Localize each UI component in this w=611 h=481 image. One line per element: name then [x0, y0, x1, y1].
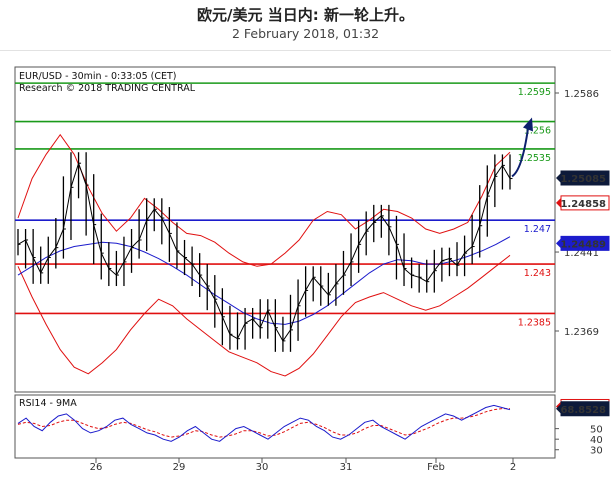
level-label-5: 1.2385: [518, 317, 551, 328]
time-tick-label-1: 29: [173, 462, 186, 473]
forecast-arrow-head: [523, 117, 533, 132]
time-tick-label-5: 2: [510, 462, 516, 473]
forecast-arrow-line: [511, 128, 529, 178]
chart-date: 2 February 2018, 01:32: [231, 26, 380, 41]
time-tick-label-3: 31: [340, 462, 353, 473]
price-bars-group: [17, 152, 513, 352]
rsi-tick-label-2: 30: [590, 446, 603, 457]
price-axis: 1.2586 1.2441 1.2369: [555, 89, 599, 338]
price-tick-label-2: 1.2369: [564, 327, 599, 338]
price-close-line: [17, 161, 511, 342]
level-label-3: 1.247: [524, 224, 551, 235]
rsi-tag-1-pointer: [556, 403, 561, 414]
level-label-1: 1.256: [524, 126, 551, 137]
price-panel: [14, 66, 556, 393]
level-label-0: 1.2595: [518, 87, 551, 98]
rsi-tick-label-1: 40: [590, 435, 603, 446]
level-label-4: 1.243: [524, 268, 551, 279]
band-line-0: [17, 133, 511, 267]
rsi-tick-label-0: 50: [590, 425, 603, 436]
price-tick-label-1: 1.2441: [564, 248, 599, 259]
price-tag-2-label: 1.24489: [560, 239, 606, 250]
price-tag-1-pointer: [556, 197, 561, 208]
time-tick-label-4: Feb: [427, 462, 445, 473]
ma-line-0: [17, 236, 511, 325]
price-tick-label-0: 1.2586: [564, 89, 599, 100]
forecast-arrow-group: [511, 117, 533, 178]
rsi-group: [17, 404, 511, 442]
level-label-2: 1.2535: [518, 153, 551, 164]
chart-title: 欧元/美元 当日内: 新一轮上升。: [197, 6, 414, 24]
time-tick-label-2: 30: [256, 462, 269, 473]
header-divider: [0, 50, 611, 51]
band-line-1: [17, 254, 511, 377]
rsi-ma-line: [17, 408, 510, 438]
time-tick-label-0: 26: [90, 462, 103, 473]
price-tag-0-label: 1.25085: [560, 174, 606, 185]
price-tag-0-pointer: [556, 173, 561, 183]
chart-info-line-2: Research © 2018 TRADING CENTRAL: [19, 83, 196, 94]
rsi-tag-1-label: 68.8528: [560, 405, 606, 416]
bands-group: [17, 133, 511, 377]
rsi-line: [17, 404, 511, 442]
rsi-tags-group: 71.011668.8528: [556, 398, 610, 417]
rsi-label: RSI14 - 9MA: [19, 398, 77, 409]
price-tag-2-pointer: [556, 238, 561, 249]
price-tag-1-label: 1.24858: [560, 199, 606, 210]
chart-info-line-1: EUR/USD - 30min - 0:33:05 (CET): [19, 71, 177, 82]
time-axis: 26 29 30 31 Feb 2: [90, 458, 516, 473]
price-tags-group: 1.25085 1.24858 1.24489: [556, 170, 610, 251]
